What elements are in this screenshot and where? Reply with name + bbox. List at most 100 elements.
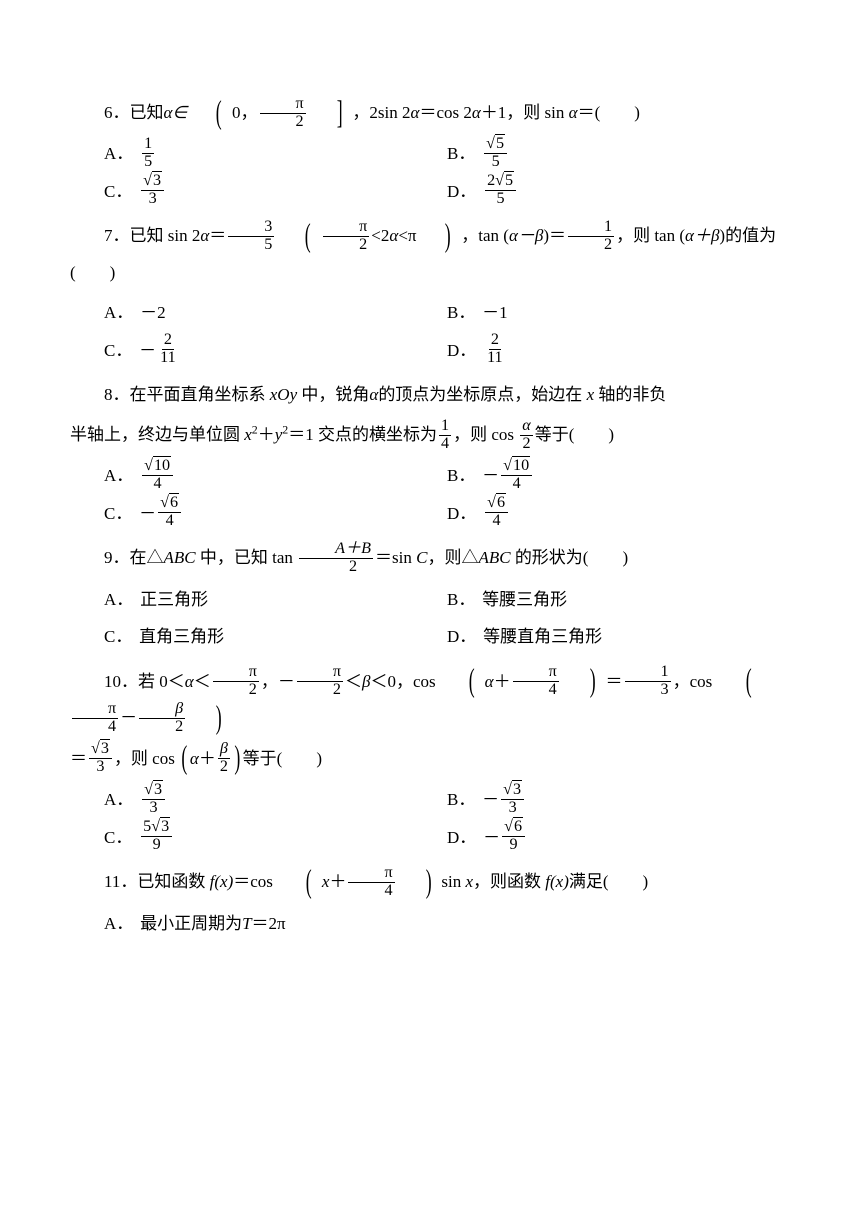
r: 10: [512, 456, 530, 474]
n: α: [520, 418, 532, 436]
tl: 等于( ): [535, 425, 614, 444]
l: D．: [447, 619, 476, 655]
q8-A: A．104: [104, 458, 447, 495]
f: 33: [141, 173, 164, 208]
pm: －: [120, 708, 137, 727]
v: 最小正周期为: [140, 906, 242, 942]
f: 539: [141, 819, 172, 854]
l: D．: [447, 496, 476, 532]
pa: α: [485, 672, 494, 691]
q10-options: A．33 B．－33 C．539 D．－69: [70, 781, 790, 856]
q7-A: A．－2: [104, 295, 447, 332]
l: D．: [447, 333, 476, 369]
lparen: (: [197, 98, 222, 127]
d: 4: [164, 513, 176, 530]
q11-stem: 11．已知函数 f(x)＝cos (x＋π4)sin x，则函数 f(x)满足(…: [70, 864, 790, 901]
f: 64: [158, 495, 181, 530]
f: 55: [484, 136, 507, 171]
m: 中，已知 tan: [196, 548, 298, 567]
q6-eq: ＝cos 2: [419, 103, 471, 122]
q6-alpha: α∈: [164, 103, 188, 122]
n: 10．: [104, 672, 138, 691]
pd: 2: [218, 759, 230, 776]
q10-B: B．－33: [447, 781, 790, 818]
e: ＝sin: [375, 548, 416, 567]
n: 3: [228, 219, 274, 237]
n: 10: [501, 458, 532, 476]
d: 4: [439, 436, 451, 453]
lbl: B．: [447, 136, 475, 172]
q10-D: D．－69: [447, 819, 790, 856]
lbl: D．: [447, 174, 476, 210]
d: 5: [228, 237, 274, 254]
d: 3: [148, 800, 160, 817]
l: B．: [447, 458, 475, 494]
p: －: [483, 820, 500, 856]
l: C．: [104, 333, 132, 369]
f: 15: [142, 136, 154, 171]
l: A．: [104, 582, 133, 618]
page-body: 6．已知α∈(0，π2]，2sin 2α＝cos 2α＋1，则 sin α＝( …: [0, 0, 860, 1010]
s: 3: [143, 173, 162, 190]
v: 直角三角形: [139, 619, 224, 655]
abc2: ABC: [478, 548, 510, 567]
pf: π4: [513, 664, 559, 699]
lbl: A．: [104, 136, 133, 172]
n: 1: [142, 136, 154, 154]
f: 14: [439, 418, 451, 453]
n: 1: [439, 418, 451, 436]
c3: ＜0，cos: [370, 672, 439, 691]
q8-l1: 8．在平面直角坐标系 xOy 中，锐角α的顶点为坐标原点，始边在 x 轴的非负: [70, 377, 790, 413]
r: 6: [513, 817, 523, 835]
e: ＝2π: [252, 906, 286, 942]
t: 在△: [130, 548, 164, 567]
d: 5: [490, 154, 502, 171]
x: x: [587, 385, 595, 404]
lt: ＜: [194, 672, 211, 691]
t: 若 0＜: [138, 672, 185, 691]
n: 11．: [104, 872, 137, 891]
d: 3: [94, 759, 106, 776]
s: 5: [495, 173, 514, 190]
q9-D: D．等腰直角三角形: [447, 618, 790, 655]
q6-stem: 6．已知α∈(0，π2]，2sin 2α＝cos 2α＋1，则 sin α＝( …: [70, 95, 790, 132]
pf2b: β2: [139, 701, 185, 736]
question-11: 11．已知函数 f(x)＝cos (x＋π4)sin x，则函数 f(x)满足(…: [70, 864, 790, 942]
q7-options: A．－2 B．－1 C．－211 D．211: [70, 295, 790, 370]
T: T: [242, 906, 251, 942]
d5: 2: [139, 719, 185, 736]
c2: ＜: [345, 672, 362, 691]
d: 2: [213, 682, 259, 699]
d: 2: [313, 559, 359, 576]
e: ＝: [209, 226, 226, 245]
rp: ): [427, 221, 452, 250]
r: 3: [512, 780, 522, 798]
ct: <π: [398, 226, 416, 245]
t2: ，则 cos: [114, 749, 179, 768]
a2: α: [472, 103, 481, 122]
pd: 4: [513, 682, 559, 699]
n: 6: [485, 495, 508, 513]
d: 3: [507, 800, 519, 817]
x: (x): [214, 872, 233, 891]
f3: 13: [625, 664, 671, 699]
n: 3: [142, 782, 165, 800]
n: 5: [484, 136, 507, 154]
f4: 33: [89, 741, 112, 776]
e: ＝1 交点的横坐标为: [288, 425, 437, 444]
t: 已知 sin 2: [130, 226, 201, 245]
pf2a: π4: [72, 701, 118, 736]
a3: α: [569, 103, 578, 122]
d: 3: [147, 191, 159, 208]
pp: ＋: [199, 749, 216, 768]
np: 5: [143, 818, 151, 835]
q6-p: ＋1，则 sin: [481, 103, 569, 122]
n: 8．: [104, 385, 130, 404]
e1: ＝: [606, 672, 623, 691]
a: α: [200, 226, 209, 245]
s: 6: [504, 819, 523, 836]
question-10: 10．若 0＜α＜π2，－π2＜β＜0，cos (α＋π4)＝13，cos (π…: [70, 664, 790, 856]
f2: π2: [297, 664, 343, 699]
f: 104: [142, 458, 173, 493]
n3: π: [297, 664, 343, 682]
